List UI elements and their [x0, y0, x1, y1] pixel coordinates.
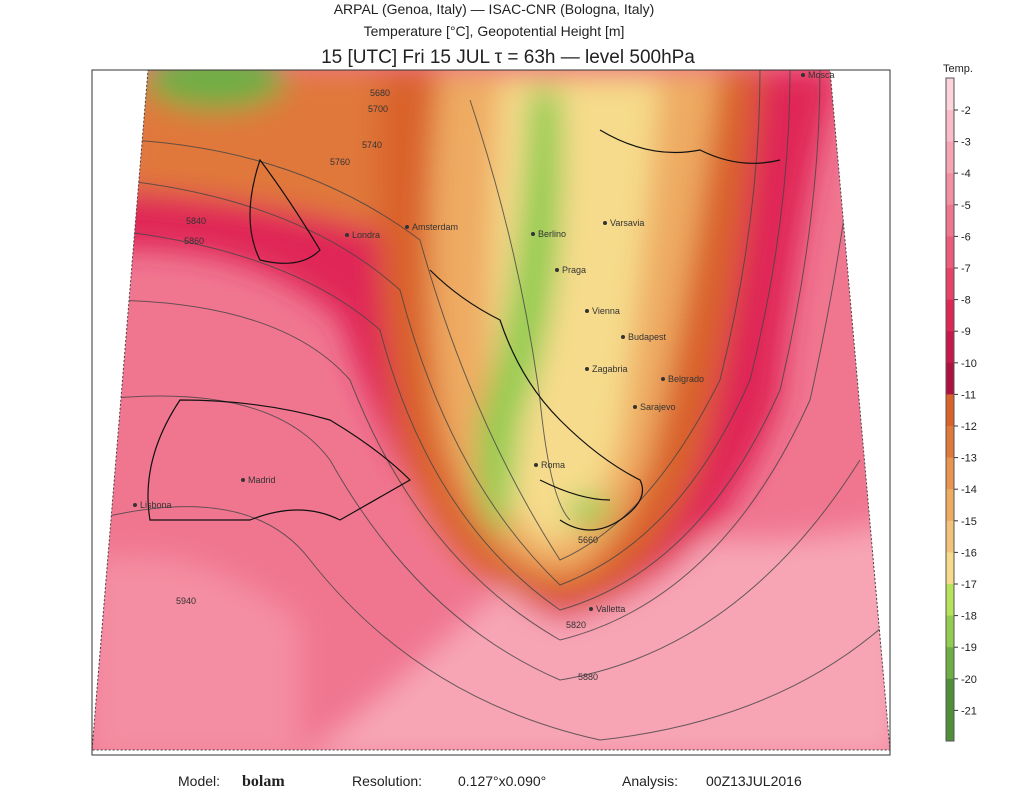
city-dot — [603, 221, 607, 225]
city-dot — [405, 225, 409, 229]
city-dot — [589, 607, 593, 611]
colorbar-label: -17 — [961, 579, 977, 591]
footer-analysis: 00Z13JUL2016 — [706, 773, 802, 789]
contour-label: 5820 — [566, 620, 586, 630]
city-label: Mosca — [808, 70, 835, 80]
city-label: Belgrado — [668, 374, 704, 384]
footer-model: bolam — [242, 773, 285, 790]
colorbar-label: -21 — [961, 705, 977, 717]
city-label: Zagabria — [592, 364, 628, 374]
city-label: Amsterdam — [412, 222, 458, 232]
colorbar-label: -13 — [961, 453, 977, 465]
city-dot — [585, 309, 589, 313]
colorbar-label: -4 — [961, 168, 971, 180]
colorbar-segment — [946, 678, 954, 741]
map-field — [92, 70, 890, 750]
colorbar-segment — [946, 489, 954, 522]
colorbar-label: -3 — [961, 137, 971, 149]
city-label: Berlino — [538, 229, 566, 239]
city-dot — [801, 73, 805, 77]
city-dot — [585, 367, 589, 371]
colorbar-segment — [946, 552, 954, 585]
contour-label: 5840 — [186, 216, 206, 226]
colorbar-segment — [946, 615, 954, 648]
colorbar-label: -18 — [961, 611, 977, 623]
header-title: 15 [UTC] Fri 15 JUL τ = 63h — level 500h… — [321, 47, 695, 68]
colorbar-label: -12 — [961, 421, 977, 433]
colorbar-frame — [945, 77, 955, 742]
colorbar-segment — [946, 394, 954, 427]
colorbar-label: -9 — [961, 326, 971, 338]
city-label: Varsavia — [610, 218, 644, 228]
city-dot — [661, 377, 665, 381]
colorbar-segment — [946, 141, 954, 174]
colorbar-segment — [946, 520, 954, 553]
city-dot — [555, 268, 559, 272]
colorbar-label: -2 — [961, 105, 971, 117]
colorbar-segment — [946, 78, 954, 111]
city-label: Praga — [562, 265, 586, 275]
city-label: Sarajevo — [640, 402, 676, 412]
city-dot — [133, 503, 137, 507]
colorbar-label: -8 — [961, 295, 971, 307]
contour-label: 5760 — [330, 157, 350, 167]
city-dot — [621, 335, 625, 339]
contour-label: 5680 — [370, 88, 390, 98]
colorbar-label: -20 — [961, 674, 977, 686]
city-label: Lisbona — [140, 500, 172, 510]
colorbar-segment — [946, 268, 954, 301]
colorbar-label: -15 — [961, 516, 977, 528]
colorbar-segment — [946, 299, 954, 332]
contour-label: 5940 — [176, 596, 196, 606]
colorbar-segment — [946, 110, 954, 143]
colorbar-segment — [946, 236, 954, 269]
contour-label: 5880 — [578, 672, 598, 682]
map-frame — [91, 69, 891, 756]
contour-label: 5740 — [362, 140, 382, 150]
colorbar-segment — [946, 331, 954, 364]
colorbar-segment — [946, 204, 954, 237]
city-dot — [345, 233, 349, 237]
city-label: Valletta — [596, 604, 625, 614]
header-line: ARPAL (Genoa, Italy) — ISAC-CNR (Bologna… — [334, 1, 655, 17]
contour-label: 5860 — [184, 236, 204, 246]
city-label: Madrid — [248, 475, 276, 485]
colorbar: Temp. -2 -3 -4 -5 -6 -7 -8 -9 -10 -11 -12 -13 -14 -15… — [943, 63, 977, 742]
footer-label: Model: — [178, 773, 220, 789]
footer-label: Analysis: — [622, 773, 678, 789]
city-dot — [241, 478, 245, 482]
city-label: Roma — [541, 460, 565, 470]
colorbar-segment — [946, 457, 954, 490]
colorbar-segment — [946, 647, 954, 680]
colorbar-label: -16 — [961, 547, 977, 559]
city-dot — [633, 405, 637, 409]
city-dot — [531, 232, 535, 236]
city-dot — [534, 463, 538, 467]
colorbar-label: -11 — [961, 389, 976, 401]
header-line: Temperature [°C], Geopotential Height [m… — [364, 23, 625, 39]
colorbar-label: -6 — [961, 231, 971, 243]
colorbar-segment — [946, 173, 954, 206]
colorbar-segment — [946, 584, 954, 617]
colorbar-label: -10 — [961, 358, 977, 370]
colorbar-segment — [946, 426, 954, 459]
contour-label: 5700 — [368, 104, 388, 114]
footer-label: Resolution: — [352, 773, 422, 789]
colorbar-label: -19 — [961, 642, 977, 654]
footer-resolution: 0.127°x0.090° — [458, 773, 546, 789]
colorbar-segment — [946, 362, 954, 395]
contour-label: 5660 — [578, 535, 598, 545]
colorbar-label: -14 — [961, 484, 977, 496]
colorbar-label: -5 — [961, 200, 971, 212]
city-label: Budapest — [628, 332, 667, 342]
city-label: Vienna — [592, 306, 620, 316]
colorbar-label: -7 — [961, 263, 971, 275]
city-label: Londra — [352, 230, 380, 240]
colorbar-title: Temp. — [943, 63, 973, 75]
